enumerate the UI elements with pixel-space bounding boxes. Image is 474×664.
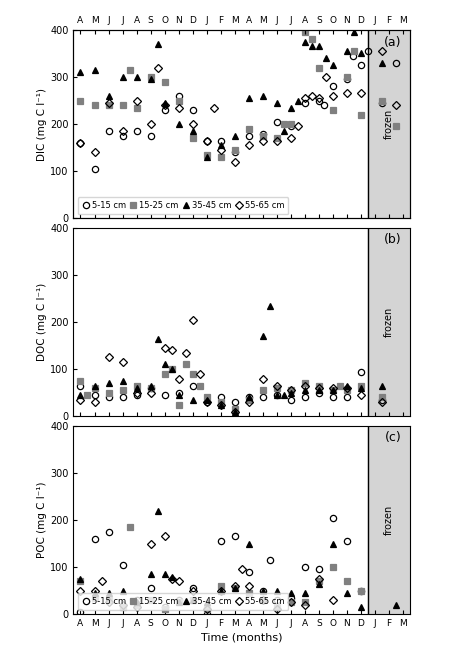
- Text: frozen: frozen: [384, 307, 394, 337]
- Bar: [368, 426, 410, 614]
- Legend: 5-15 cm, 15-25 cm, 35-45 cm, 55-65 cm: 5-15 cm, 15-25 cm, 35-45 cm, 55-65 cm: [78, 197, 289, 214]
- Bar: [368, 30, 410, 218]
- Text: (a): (a): [384, 36, 401, 48]
- Legend: 5-15 cm, 15-25 cm, 35-45 cm, 55-65 cm: 5-15 cm, 15-25 cm, 35-45 cm, 55-65 cm: [78, 593, 289, 610]
- Bar: [368, 228, 410, 416]
- Text: frozen: frozen: [384, 505, 394, 535]
- Y-axis label: POC (mg C l⁻¹): POC (mg C l⁻¹): [37, 481, 47, 558]
- Y-axis label: DIC (mg C l⁻¹): DIC (mg C l⁻¹): [37, 88, 47, 161]
- Text: (c): (c): [385, 432, 401, 444]
- Text: frozen: frozen: [384, 109, 394, 139]
- Text: (b): (b): [384, 234, 401, 246]
- X-axis label: Time (months): Time (months): [201, 632, 283, 642]
- Y-axis label: DOC (mg C l⁻¹): DOC (mg C l⁻¹): [37, 283, 47, 361]
